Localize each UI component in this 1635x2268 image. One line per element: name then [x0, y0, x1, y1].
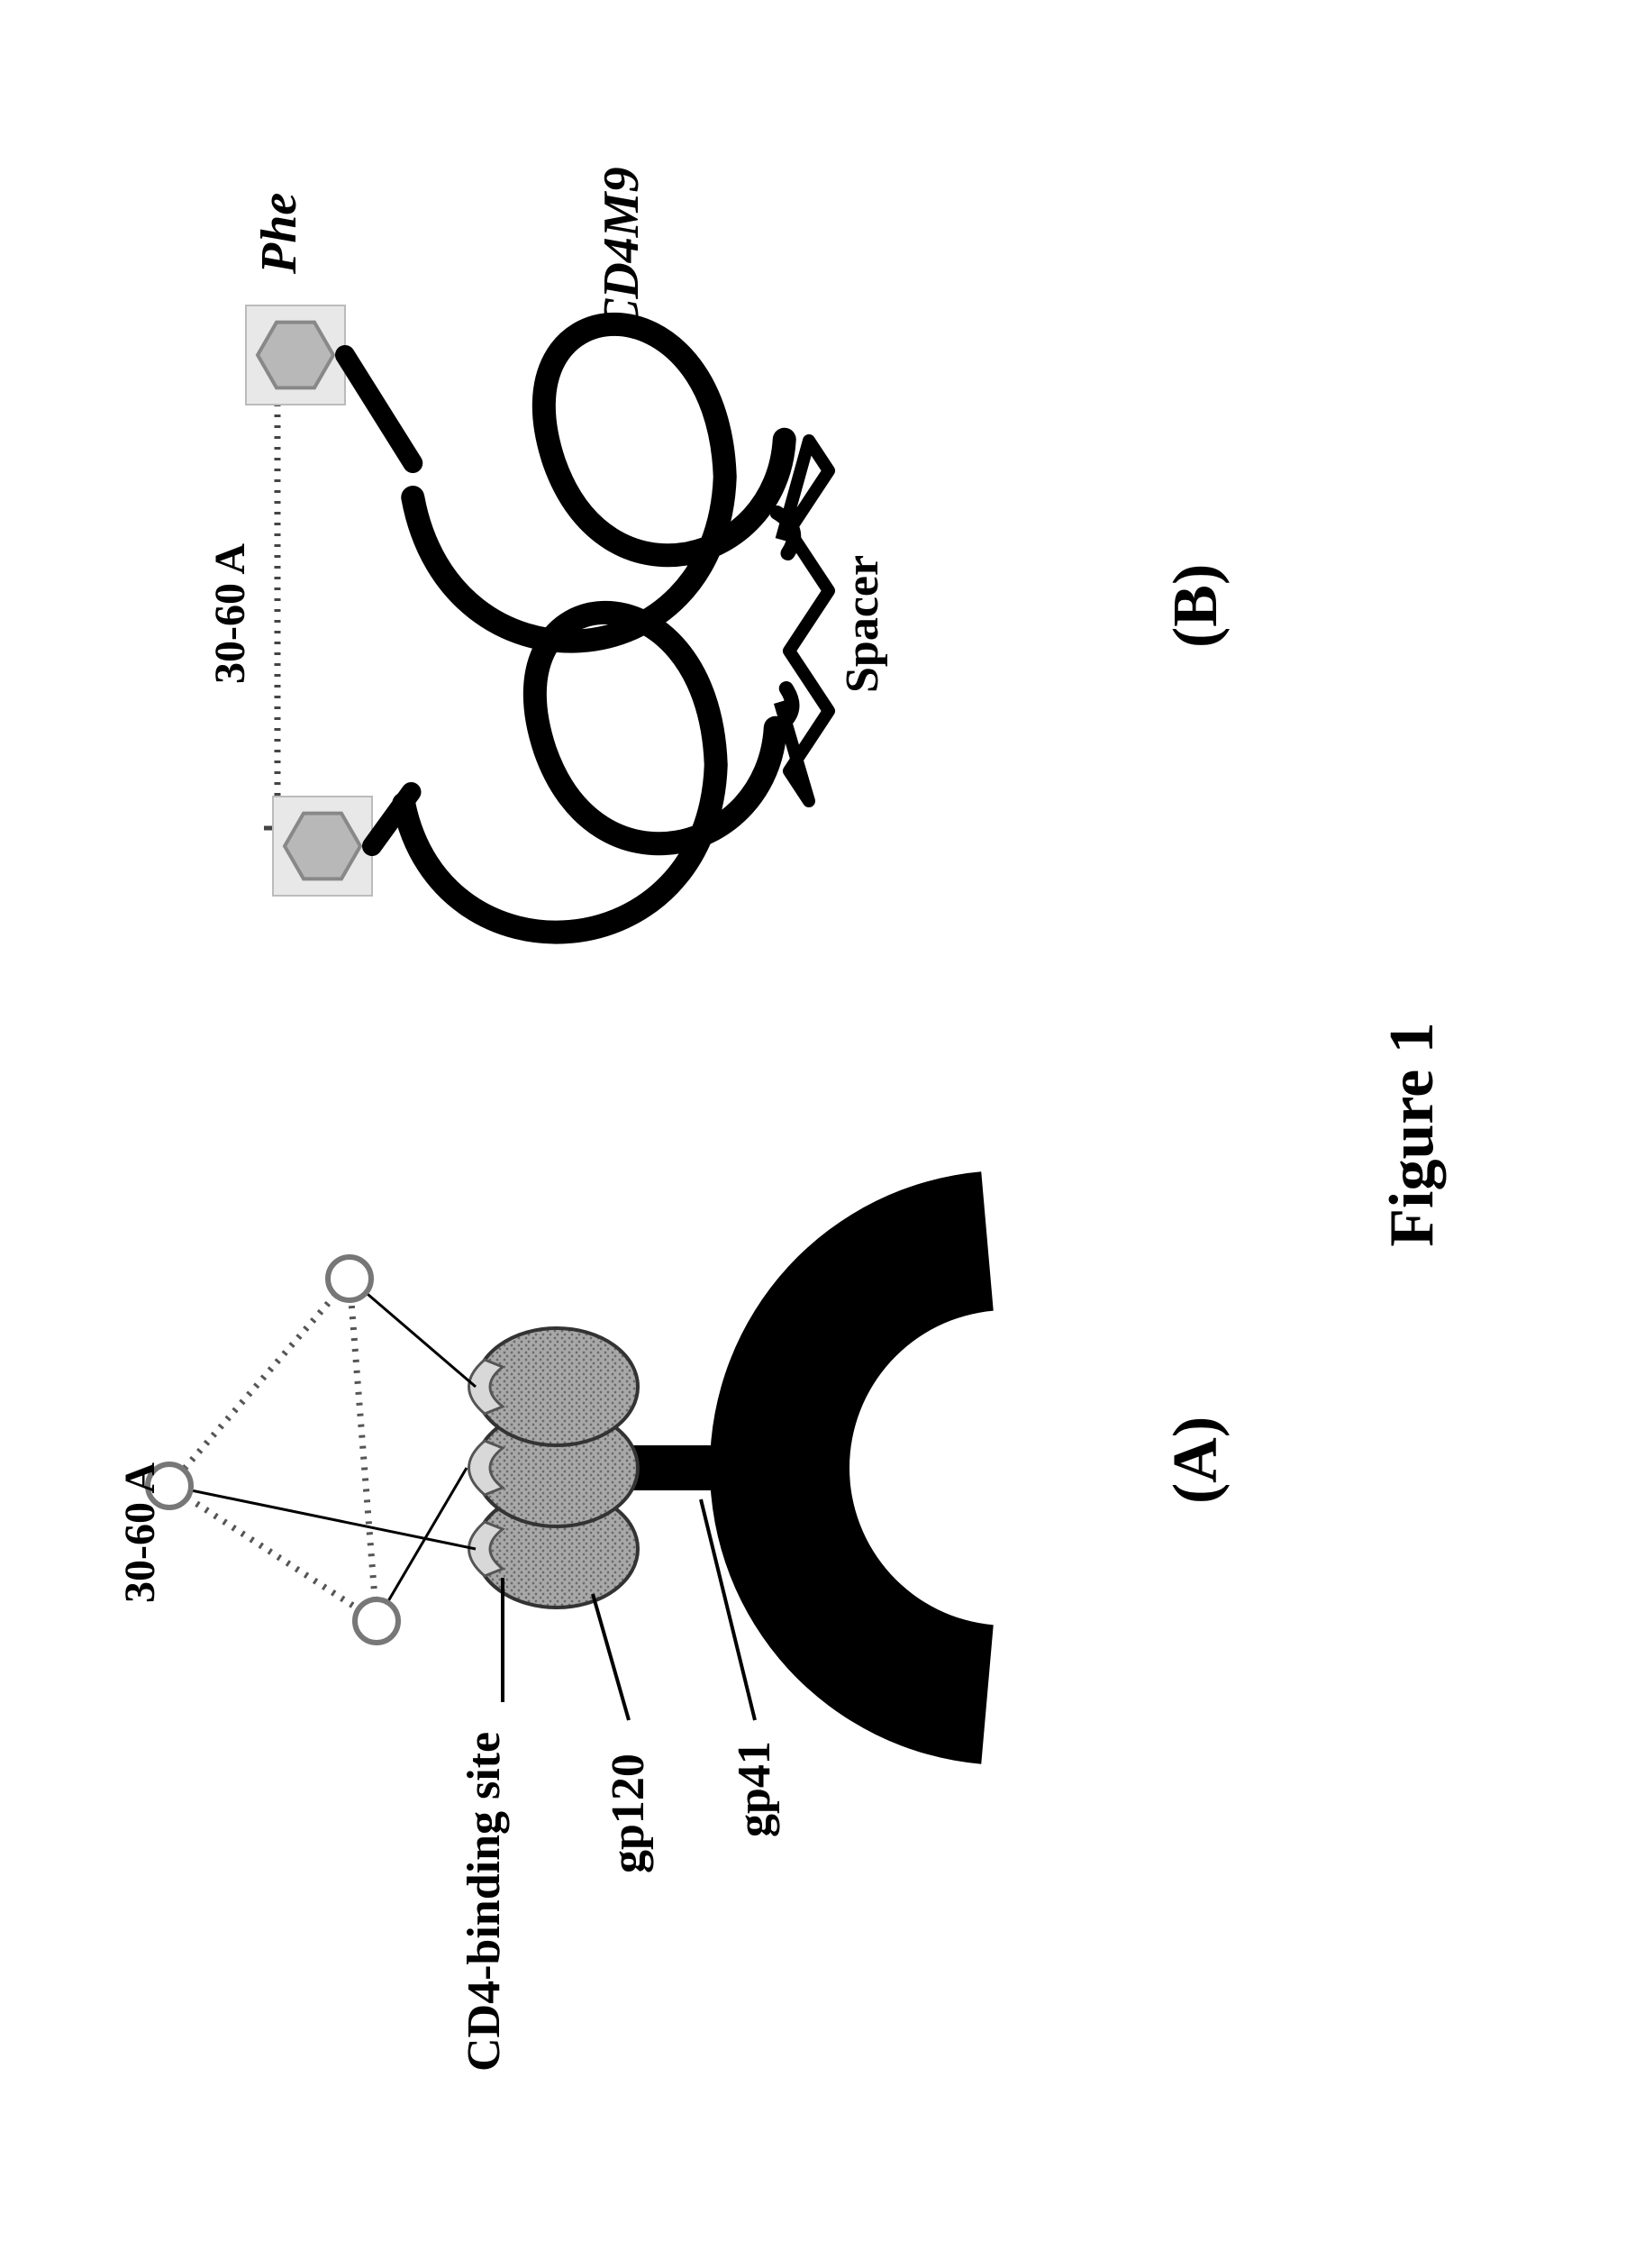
cd4m9-loop-left	[404, 612, 776, 932]
triangle-edge	[350, 1279, 377, 1621]
phe-label: Phe	[251, 192, 307, 273]
hiv-label: HIV	[927, 1410, 995, 1526]
loop-to-phe	[345, 355, 413, 463]
panel-a-label: (A)	[1161, 1416, 1231, 1503]
figure-caption: Figure 1	[1377, 1022, 1447, 1247]
vertex-circle	[328, 1257, 371, 1300]
figure-svg	[142, 143, 1494, 2126]
triangle-edge	[169, 1486, 377, 1621]
dimension-b-label: 30-60 A	[206, 543, 254, 684]
triangle-edge	[169, 1279, 350, 1486]
panel-b-label: (B)	[1161, 563, 1231, 647]
leader-gp120	[593, 1594, 629, 1720]
spacer-label: Spacer	[837, 554, 888, 692]
cd4m9-loop-right	[413, 323, 785, 641]
gp41-stalk	[615, 1445, 804, 1490]
gp41-label: gp41	[729, 1741, 780, 1837]
dimension-a-label: 30-60 A	[116, 1462, 164, 1603]
cd4-binding-site-label: CD4-binding site	[459, 1731, 510, 2071]
vertex-circle	[355, 1599, 398, 1643]
gp120-lobe	[476, 1328, 638, 1445]
cd4m9-label: CD4M9	[594, 167, 649, 332]
gp120-label: gp120	[603, 1753, 654, 1873]
